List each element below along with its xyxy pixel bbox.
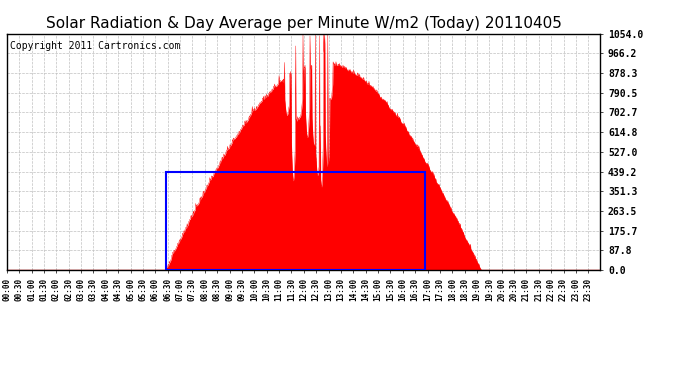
Bar: [166, 171, 426, 270]
Title: Solar Radiation & Day Average per Minute W/m2 (Today) 20110405: Solar Radiation & Day Average per Minute…: [46, 16, 562, 31]
Text: Copyright 2011 Cartronics.com: Copyright 2011 Cartronics.com: [10, 41, 180, 51]
